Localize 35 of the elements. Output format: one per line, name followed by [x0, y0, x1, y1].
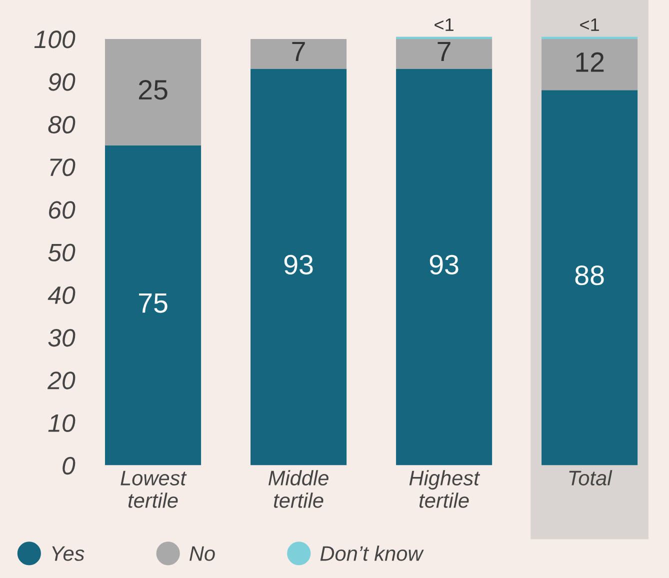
data-label: <1 [434, 18, 454, 31]
legend-label: Yes [52, 546, 84, 561]
bar [250, 38, 347, 69]
y-tick-label: 0 [62, 456, 76, 475]
data-label: 7 [438, 42, 450, 62]
y-tick-label: 90 [48, 73, 76, 91]
bar [105, 38, 202, 146]
x-tick-label: Lowest tertile [120, 470, 187, 508]
y-tick-label: 40 [48, 286, 76, 304]
y-tick-label: 70 [50, 158, 76, 176]
y-tick-label: 20 [47, 372, 76, 390]
data-label: 75 [139, 293, 168, 313]
bar [396, 68, 492, 466]
y-tick-label: 30 [48, 328, 76, 347]
data-label: 93 [284, 254, 313, 274]
x-tick-label: Total [569, 470, 612, 486]
data-label: 93 [430, 254, 458, 274]
data-label: 25 [138, 80, 168, 100]
legend-label: Don’t know [320, 546, 424, 561]
y-tick-label: 50 [48, 244, 76, 262]
bar [105, 146, 202, 466]
data-label: 88 [575, 265, 604, 286]
y-tick-label: 10 [48, 414, 76, 432]
y-tick-label: 80 [48, 116, 76, 134]
data-label: 12 [576, 52, 604, 72]
bar [396, 38, 492, 69]
x-tick-label: Highest tertile [409, 470, 480, 508]
y-tick-label: 100 [34, 30, 76, 48]
y-tick-label: 60 [49, 201, 76, 219]
x-tick-label: Middle tertile [268, 470, 328, 508]
data-label: <1 [580, 18, 599, 31]
legend-label: No [190, 546, 215, 561]
data-label: 7 [292, 42, 305, 62]
bar [250, 68, 347, 466]
bar [542, 38, 638, 90]
